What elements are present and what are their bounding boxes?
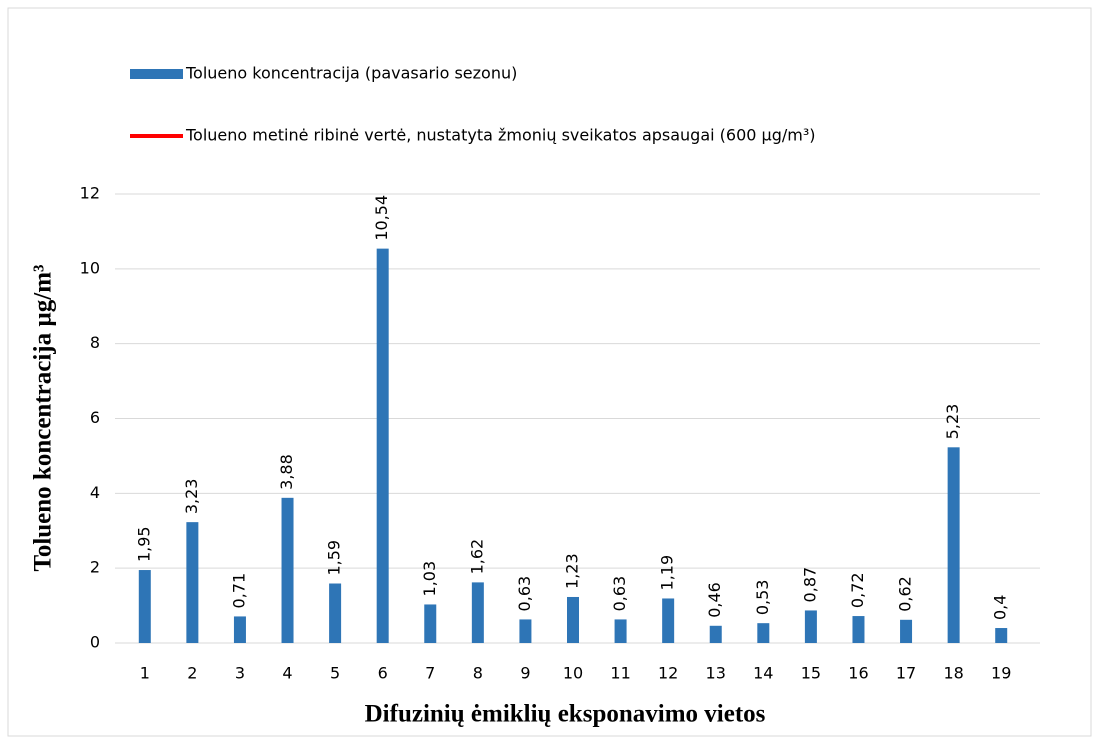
- data-label: 0,53: [753, 580, 772, 616]
- x-tick-label: 16: [848, 664, 868, 683]
- legend-swatch: [130, 69, 183, 79]
- x-tick-label: 9: [520, 664, 530, 683]
- x-tick-label: 18: [943, 664, 963, 683]
- bar: [138, 570, 151, 643]
- y-tick-label: 4: [90, 483, 100, 502]
- x-tick-label: 3: [235, 664, 245, 683]
- x-tick-label: 14: [753, 664, 773, 683]
- bar: [424, 604, 437, 643]
- data-label: 1,03: [420, 561, 439, 597]
- data-label: 0,46: [705, 582, 724, 618]
- x-tick-label: 8: [473, 664, 483, 683]
- data-label: 1,62: [467, 539, 486, 575]
- x-tick-label: 11: [610, 664, 630, 683]
- chart-border: [7, 7, 1092, 737]
- bar: [376, 248, 389, 643]
- bar: [995, 628, 1008, 643]
- data-label: 1,23: [563, 553, 582, 589]
- data-label: 1,95: [134, 526, 153, 562]
- y-tick-label: 10: [80, 258, 100, 277]
- data-label: 5,23: [943, 404, 962, 440]
- x-tick-label: 19: [991, 664, 1011, 683]
- bar: [614, 619, 627, 643]
- bar: [233, 616, 246, 643]
- y-tick-label: 0: [90, 633, 100, 652]
- data-label: 0,72: [848, 572, 867, 608]
- bar: [281, 497, 294, 643]
- legend-label: Tolueno metinė ribinė vertė, nustatyta ž…: [185, 126, 816, 145]
- y-axis-title: Tolueno koncentracija µg/m³: [30, 264, 57, 571]
- x-tick-label: 17: [896, 664, 916, 683]
- data-label: 0,4: [991, 595, 1010, 620]
- bar: [662, 598, 675, 643]
- y-tick-label: 12: [80, 184, 100, 203]
- bar: [709, 625, 722, 643]
- legend-label: Tolueno koncentracija (pavasario sezonu): [185, 64, 517, 83]
- data-label: 0,63: [515, 576, 534, 612]
- bar: [186, 522, 199, 643]
- data-label: 0,62: [896, 576, 915, 612]
- bar: [567, 596, 579, 643]
- bar: [947, 447, 960, 643]
- y-tick-label: 8: [90, 333, 100, 352]
- data-label: 0,71: [229, 573, 248, 609]
- data-label: 3,23: [182, 479, 201, 515]
- bar: [329, 583, 342, 643]
- bar: [900, 619, 913, 643]
- data-label: 1,59: [325, 540, 344, 576]
- data-label: 0,87: [800, 567, 819, 603]
- x-tick-label: 5: [330, 664, 340, 683]
- bar: [471, 582, 484, 643]
- x-tick-label: 6: [378, 664, 388, 683]
- bar: [757, 623, 770, 643]
- data-label: 10,54: [372, 195, 391, 241]
- x-tick-label: 10: [563, 664, 583, 683]
- x-tick-label: 1: [140, 664, 150, 683]
- y-tick-label: 2: [90, 558, 100, 577]
- data-label: 1,19: [658, 555, 677, 591]
- x-tick-label: 2: [187, 664, 197, 683]
- bar: [804, 610, 817, 643]
- data-label: 0,63: [610, 576, 629, 612]
- x-tick-label: 15: [801, 664, 821, 683]
- x-axis-title: Difuzinių ėmiklių eksponavimo vietos: [365, 701, 766, 728]
- data-label: 3,88: [277, 454, 296, 490]
- x-tick-label: 12: [658, 664, 678, 683]
- bar: [852, 616, 865, 643]
- y-tick-label: 6: [90, 408, 100, 427]
- x-tick-label: 13: [706, 664, 726, 683]
- x-tick-label: 4: [282, 664, 292, 683]
- x-tick-label: 7: [425, 664, 435, 683]
- bar: [519, 619, 532, 643]
